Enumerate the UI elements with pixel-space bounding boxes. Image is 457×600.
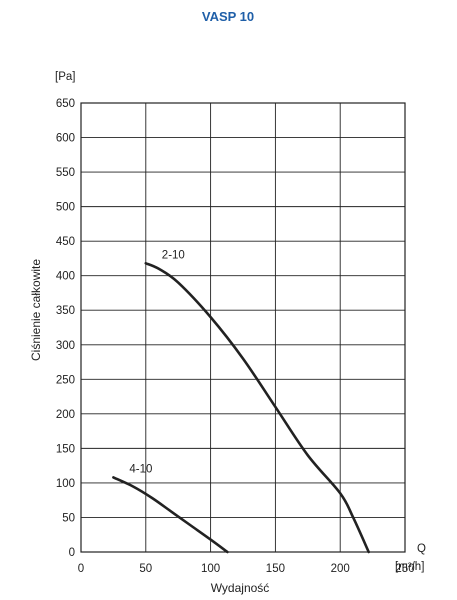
x-unit-q-label: Q	[417, 543, 426, 555]
y-tick-label: 400	[56, 271, 75, 283]
x-axis-label: Wydajność	[211, 581, 270, 595]
series-line-2-10	[144, 261, 371, 554]
y-tick-label: 650	[56, 98, 75, 110]
y-unit-label: [Pa]	[55, 71, 75, 83]
x-tick-label: 250	[395, 563, 414, 575]
y-tick-label: 500	[56, 202, 75, 214]
y-tick-label: 300	[56, 340, 75, 352]
y-tick-label: 350	[56, 305, 75, 317]
y-axis-label: Ciśnienie całkowite	[29, 259, 43, 361]
y-tick-label: 200	[56, 409, 75, 421]
x-tick-label: 50	[139, 563, 152, 575]
y-tick-label: 100	[56, 478, 75, 490]
x-tick-label: 150	[266, 563, 285, 575]
series-label: 2-10	[162, 249, 185, 261]
x-tick-label: 0	[78, 563, 84, 575]
y-tick-label: 550	[56, 167, 75, 179]
y-tick-label: 250	[56, 374, 75, 386]
series-line-4-10	[112, 476, 229, 554]
y-tick-label: 50	[62, 512, 75, 524]
y-tick-label: 0	[69, 547, 75, 559]
series-label: 4-10	[129, 463, 152, 475]
x-unit-label: [m³/h]	[395, 561, 424, 573]
chart-title: VASP 10	[202, 9, 254, 24]
y-tick-label: 450	[56, 236, 75, 248]
plot-frame	[80, 102, 406, 553]
x-tick-label: 200	[331, 563, 350, 575]
x-tick-label: 100	[201, 563, 220, 575]
y-tick-label: 600	[56, 133, 75, 145]
y-tick-label: 150	[56, 443, 75, 455]
